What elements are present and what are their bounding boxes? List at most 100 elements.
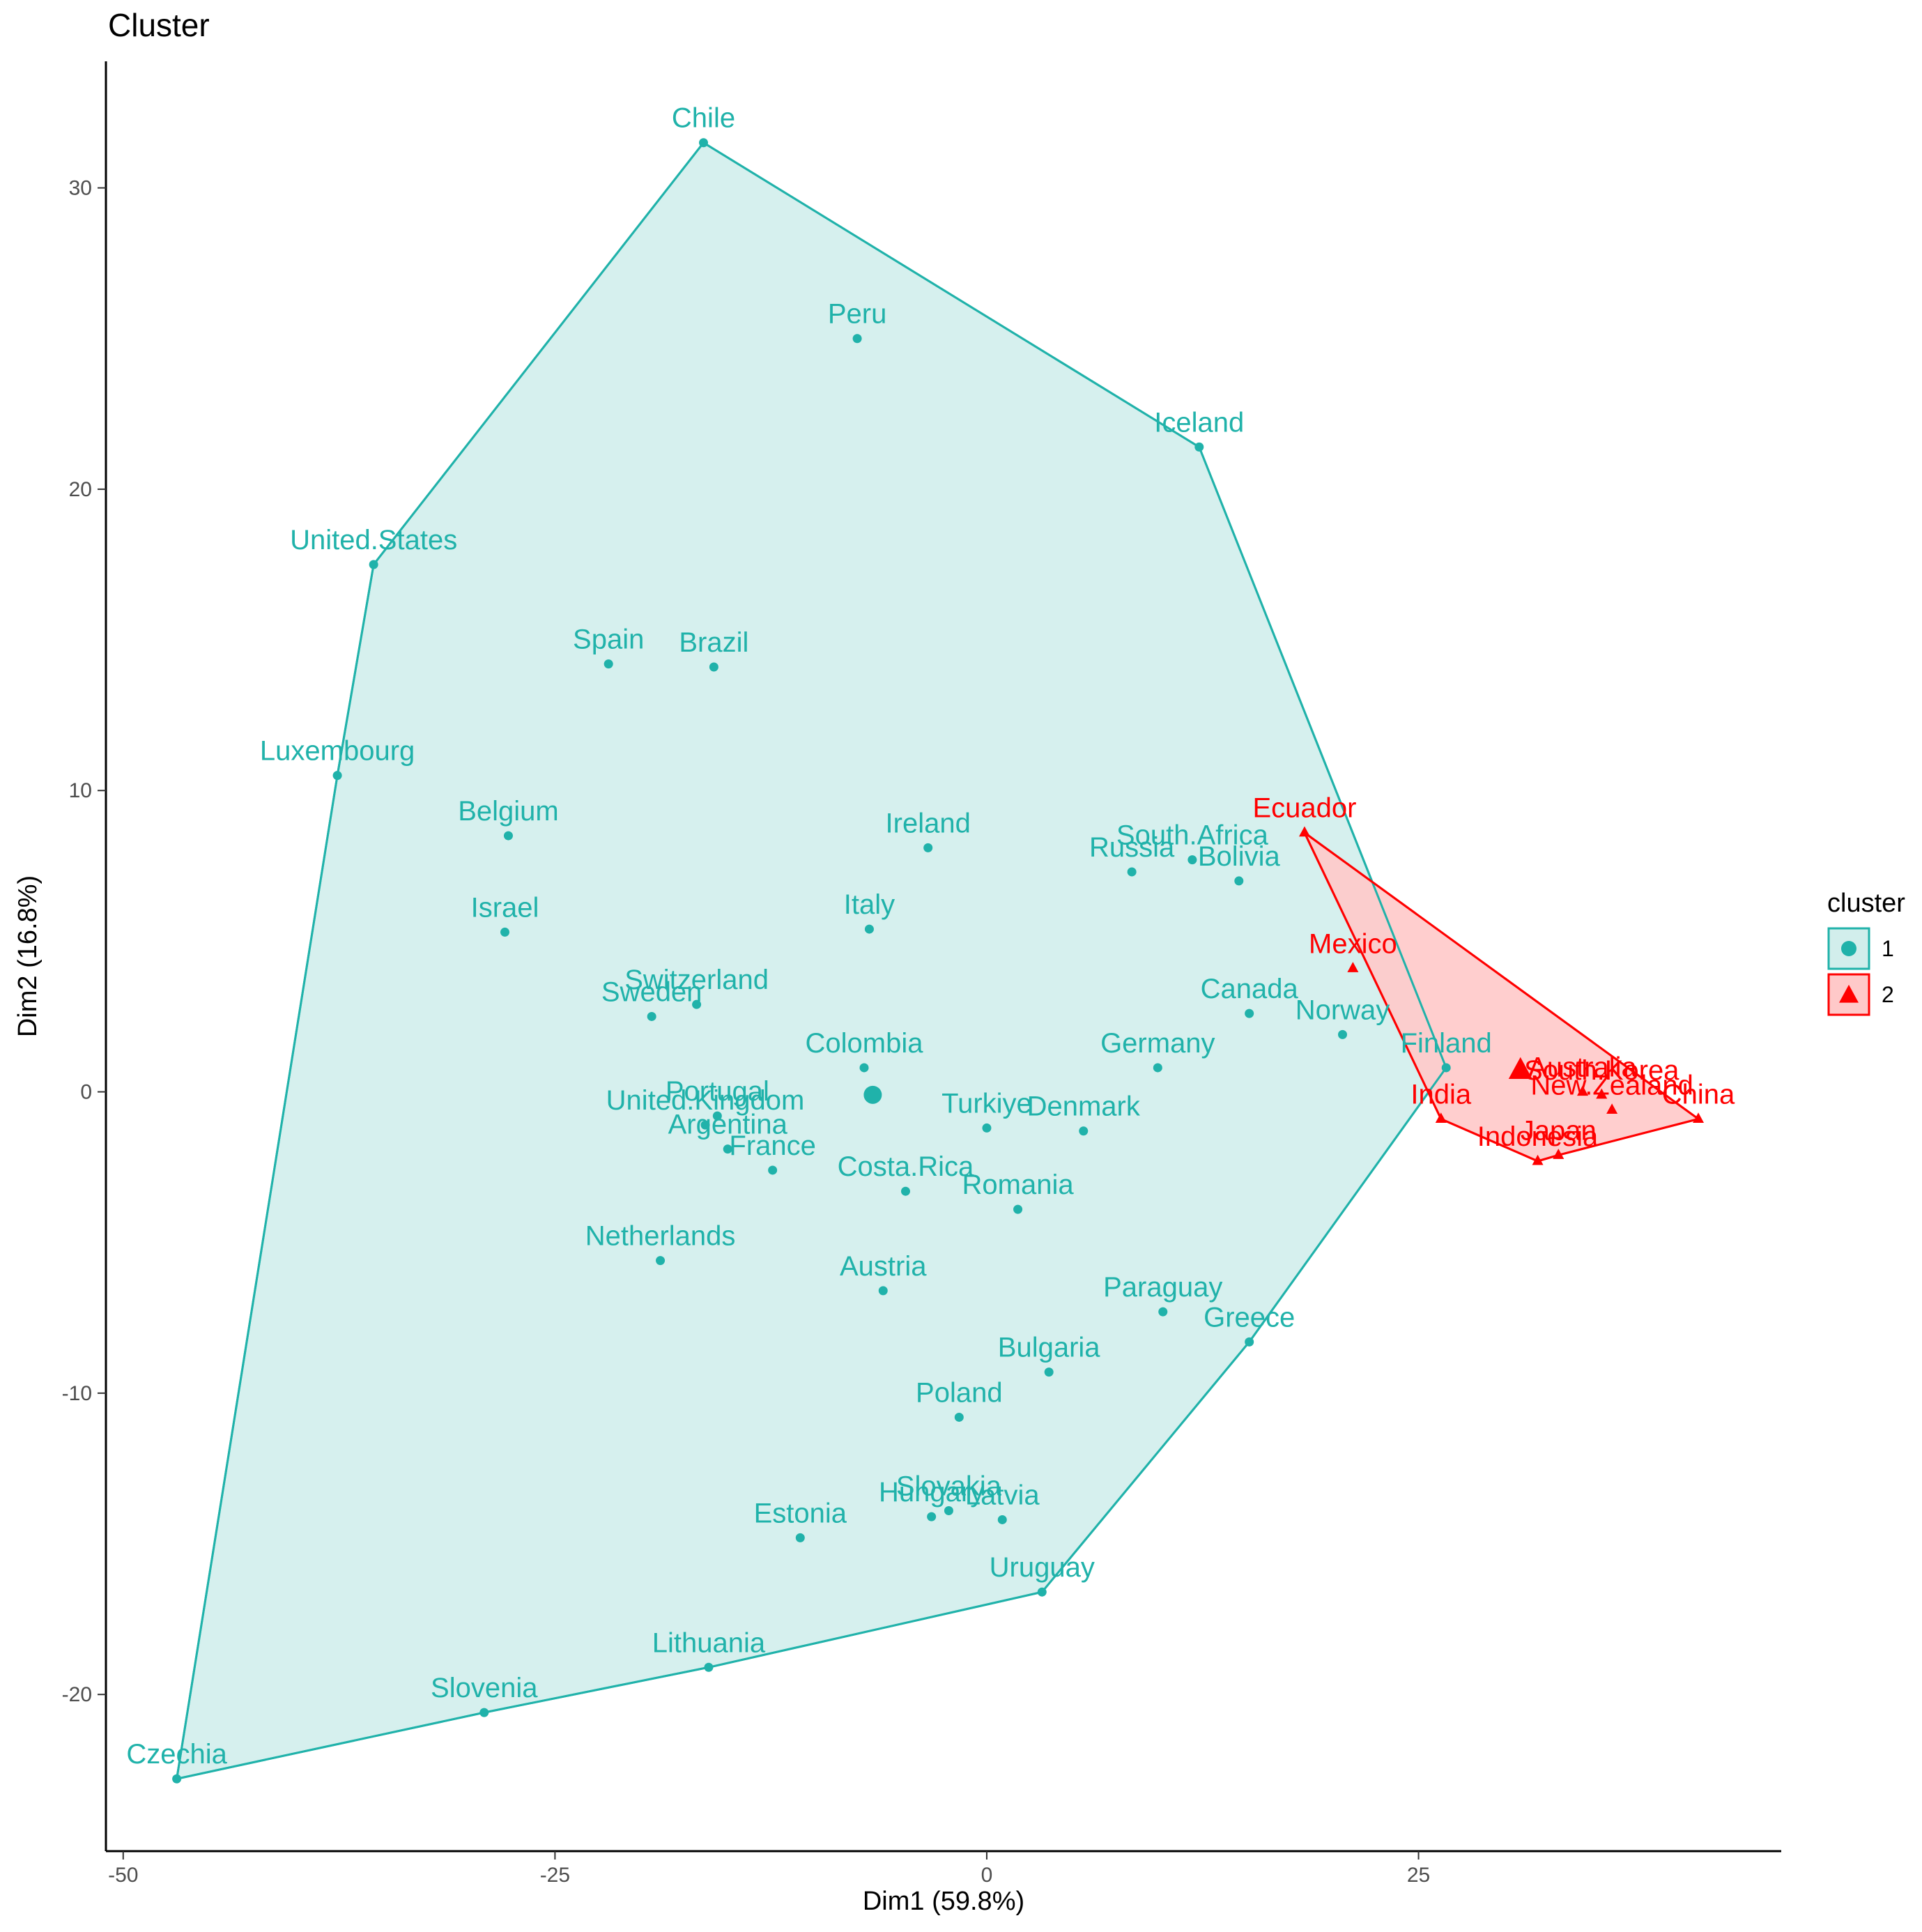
label-greece: Greece [1204,1302,1295,1333]
label-south-africa: South.Africa [1116,820,1269,851]
label-latvia: Latvia [965,1480,1040,1510]
point-uruguay [1037,1587,1047,1597]
legend: cluster 1 2 [1827,889,1905,1016]
label-italy: Italy [844,889,895,920]
label-iceland: Iceland [1154,407,1244,438]
label-france: France [729,1130,816,1161]
point-south-africa [1187,855,1197,865]
y-tick-label: 20 [69,478,92,501]
point-belgium [503,831,513,841]
point-india [1435,1112,1447,1123]
data-points [172,138,1705,1784]
point-china [1693,1112,1705,1123]
point-latvia [997,1515,1007,1524]
label-spain: Spain [573,624,644,655]
point-lithuania [704,1662,714,1672]
point-australia [1576,1085,1588,1096]
label-argentina: Argentina [668,1110,788,1140]
label-belgium: Belgium [458,796,559,827]
label-germany: Germany [1100,1028,1215,1059]
label-denmark: Denmark [1027,1091,1141,1122]
x-tick-label: 0 [981,1864,993,1887]
label-new-zealand: New.Zealand [1530,1070,1693,1101]
label-netherlands: Netherlands [585,1221,736,1252]
legend-triangle-icon [1839,984,1859,1003]
label-chile: Chile [672,103,735,134]
legend-label-2: 2 [1882,982,1894,1007]
point-costa-rica [900,1186,910,1196]
point-germany [1153,1063,1162,1073]
point-colombia [859,1063,869,1073]
point-canada [1245,1009,1254,1018]
label-estonia: Estonia [754,1498,847,1528]
label-south-korea: South.Korea [1524,1055,1679,1086]
y-tick-label: -10 [62,1382,92,1405]
label-colombia: Colombia [806,1028,924,1059]
legend-item-2: 2 [1827,973,1894,1016]
point-bulgaria [1044,1367,1054,1377]
point-labels: Chile Peru Iceland United.States Spain Brazil… [126,103,1735,1770]
centroid-cluster-1 [863,1085,882,1104]
label-united-states: United.States [290,525,457,555]
x-axis-title: Dim1 (59.8%) [863,1887,1024,1916]
point-denmark [1079,1126,1089,1136]
label-romania: Romania [962,1170,1075,1200]
point-hungary [927,1512,937,1521]
label-slovakia: Slovakia [896,1471,1002,1501]
label-austria: Austria [840,1251,927,1282]
x-tick-label: -50 [108,1864,138,1887]
point-switzerland [692,999,702,1009]
label-norway: Norway [1296,995,1390,1025]
point-spain [603,659,613,669]
y-tick-label: 10 [69,779,92,802]
label-portugal: Portugal [666,1076,769,1107]
point-new-zealand [1606,1103,1618,1114]
label-china: China [1662,1079,1735,1110]
label-poland: Poland [916,1377,1003,1408]
point-iceland [1194,442,1204,452]
point-paraguay [1158,1307,1168,1317]
point-poland [954,1412,964,1422]
point-portugal [712,1111,722,1121]
y-tick-label: -20 [62,1683,92,1706]
point-greece [1245,1337,1254,1347]
point-sweden [647,1011,656,1021]
label-costa-rica: Costa.Rica [838,1151,974,1182]
legend-item-1: 1 [1827,927,1894,970]
point-ireland [923,843,933,852]
point-slovakia [944,1505,953,1515]
point-netherlands [656,1256,666,1266]
label-uruguay: Uruguay [990,1552,1095,1583]
y-axis-title: Dim2 (16.8%) [13,875,43,1037]
label-united-kingdom: United.Kingdom [606,1085,805,1116]
point-russia [1127,867,1137,877]
point-romania [1013,1204,1023,1214]
point-united-kingdom [700,1120,710,1130]
label-hungary: Hungary [879,1477,984,1508]
point-ecuador [1298,826,1310,837]
label-brazil: Brazil [679,627,748,658]
label-israel: Israel [471,892,539,923]
point-peru [852,334,862,344]
label-bulgaria: Bulgaria [998,1333,1101,1363]
legend-circle-icon [1841,941,1856,956]
label-mexico: Mexico [1309,928,1397,959]
point-indonesia [1532,1154,1544,1165]
label-switzerland: Switzerland [624,965,769,995]
point-bolivia [1234,876,1244,886]
label-sweden: Sweden [601,976,702,1007]
x-tick-label: -25 [540,1864,570,1887]
point-argentina [723,1144,732,1154]
point-france [768,1165,778,1175]
label-lithuania: Lithuania [652,1627,766,1658]
label-slovenia: Slovenia [431,1673,538,1703]
point-south-korea [1596,1088,1608,1099]
point-norway [1337,1029,1347,1039]
label-russia: Russia [1089,832,1175,863]
label-japan: Japan [1521,1115,1597,1146]
label-peru: Peru [828,299,887,330]
point-finland [1441,1063,1451,1073]
axis-ticks: -50 -25 0 25 -20 -10 0 10 20 30 [62,177,1431,1887]
label-canada: Canada [1201,974,1299,1004]
